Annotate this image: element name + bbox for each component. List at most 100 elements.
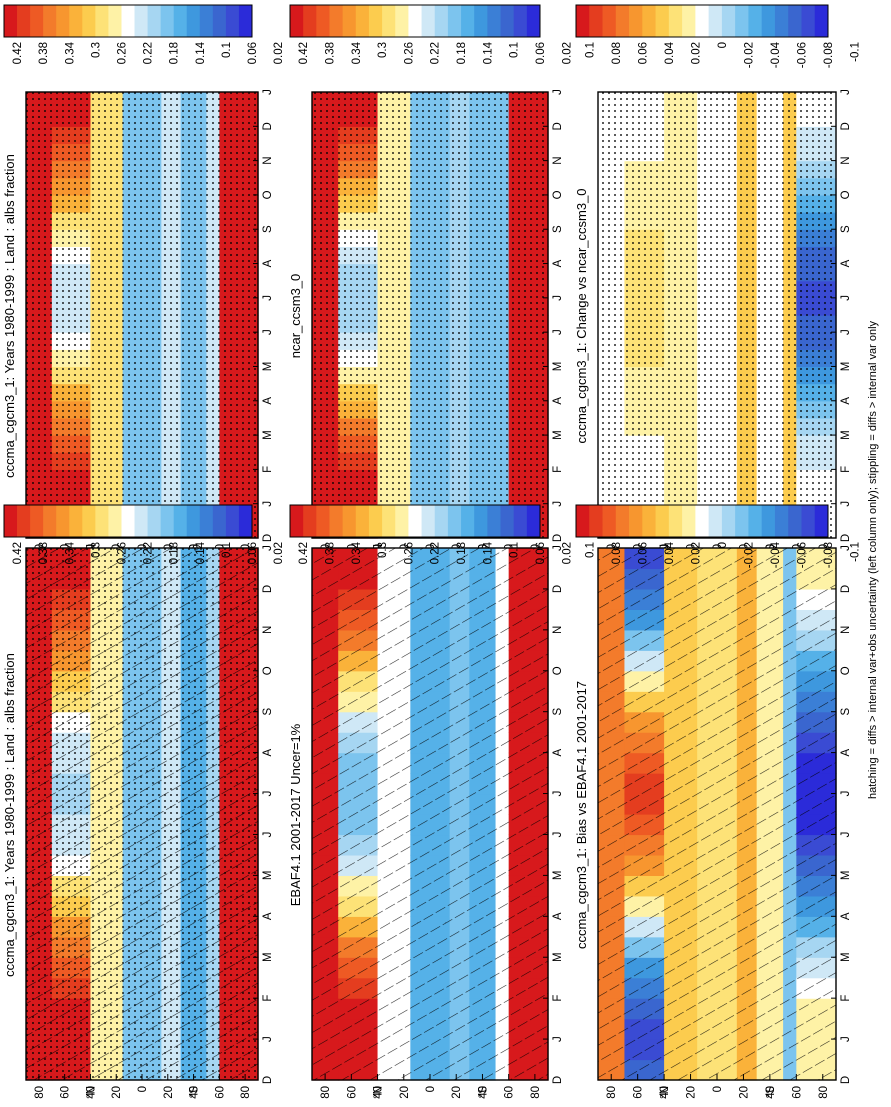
colorbar-swatch (788, 5, 802, 37)
month-tick-label: D (552, 585, 564, 593)
lat-unit-south: °S (189, 1086, 201, 1099)
colorbar-label: 0.38 (38, 42, 50, 64)
colorbar-label: 0.3 (90, 542, 102, 558)
colorbar-swatch (434, 5, 449, 37)
colorbar-swatch (82, 5, 96, 37)
colorbar-swatch (30, 505, 44, 537)
colorbar-swatch (121, 505, 135, 537)
month-tick-label: D (840, 1076, 852, 1084)
month-tick-label: A (840, 912, 852, 920)
colorbar-label: -0.02 (743, 542, 755, 568)
stippling-overlay (312, 92, 548, 538)
colorbar-label: 0.1 (509, 542, 521, 558)
colorbar-swatch (474, 505, 488, 537)
colorbar-swatch (487, 505, 501, 537)
colorbar-swatch (408, 505, 422, 537)
colorbar-label: 0.22 (430, 42, 442, 64)
colorbar-label: 0.18 (169, 42, 181, 64)
month-tick-label: J (840, 1036, 852, 1042)
hatching-overlay (312, 548, 548, 1080)
colorbar-swatch (238, 5, 253, 37)
colorbar-label: -0.04 (770, 541, 782, 568)
colorbar-swatch (814, 5, 829, 37)
colorbar-swatch (225, 5, 240, 37)
colorbar: 0.42 0.38 0.34 0.3 0.26 0.22 0.18 0.14 0.1 0.06 0.… (3, 504, 285, 564)
month-tick-label: M (262, 871, 274, 881)
colorbar-swatch (615, 5, 630, 37)
colorbar-label: 0.22 (143, 542, 155, 564)
month-tick-label: S (552, 225, 564, 233)
colorbar-swatch (212, 5, 227, 37)
lat-tick-label: 40 (85, 1086, 97, 1099)
lat-unit-north: °N (659, 1086, 671, 1099)
panel-title: cccma_cgcm3_1: Bias vs EBAF4.1 2001-2017 (574, 681, 589, 949)
colorbar-swatch (589, 505, 603, 537)
colorbar-swatch (303, 505, 317, 537)
panel-title: cccma_cgcm3_1: Years 1980-1999 : Land : … (2, 653, 17, 977)
colorbar-label: -0.06 (796, 42, 808, 68)
lat-tick-label: 80 (530, 1086, 542, 1099)
colorbar-swatch (147, 505, 162, 537)
month-tick-label: J (552, 329, 564, 335)
colorbar-swatch (95, 505, 109, 537)
panel-p1: 80 60 40 20 0 20 40 60 80°N °SDJFMAMJJASONDJcccma… (2, 504, 285, 1099)
colorbar-swatch (108, 505, 122, 537)
colorbar-frame (289, 504, 541, 538)
lat-tick-label: 20 (399, 1086, 411, 1099)
month-tick-label: N (552, 156, 564, 164)
month-tick-label: D (840, 585, 852, 593)
month-tick-label: A (262, 748, 274, 756)
month-tick-label: M (552, 430, 564, 440)
colorbar-swatch (474, 5, 488, 37)
colorbar-label: 0.42 (298, 42, 310, 64)
colorbar-swatch (4, 5, 18, 37)
month-tick-label: O (262, 190, 274, 199)
month-tick-label: M (262, 952, 274, 962)
panel-p4: 80604020020406080°N°SDJFMAMJJASONDJncar_… (288, 4, 573, 557)
month-tick-label: F (552, 466, 564, 473)
panel-p2: 80604020020406080°N°SDJFMAMJJASONDJcccma… (2, 4, 285, 557)
colorbar-label: 0.14 (195, 541, 207, 564)
lat-tick-label: 20 (111, 1086, 123, 1099)
lat-unit-south: °S (477, 1086, 489, 1099)
month-tick-label: A (552, 912, 564, 920)
month-tick-label: D (552, 534, 564, 542)
colorbar-swatch (342, 505, 357, 537)
month-tick-label: J (262, 329, 274, 335)
colorbar-swatch (602, 505, 617, 537)
month-tick-label: O (552, 190, 564, 199)
month-tick-label: D (552, 1076, 564, 1084)
colorbar-label: 0.3 (377, 42, 389, 58)
colorbar-swatch (682, 5, 696, 37)
colorbar-swatch (735, 505, 749, 537)
lat-tick-label: 0 (425, 544, 437, 550)
month-tick-label: D (552, 122, 564, 130)
colorbar-swatch (121, 5, 135, 37)
colorbar-swatch (721, 505, 736, 537)
month-tick-label: F (552, 995, 564, 1002)
colorbar-swatch (316, 5, 330, 37)
month-tick-label: M (840, 362, 852, 372)
panel-title: cccma_cgcm3_1: Change vs ncar_ccsm3_0 (574, 188, 589, 443)
lat-tick-label: 0 (137, 544, 149, 550)
colorbar-label: 0.22 (430, 542, 442, 564)
colorbar-swatch (368, 5, 383, 37)
month-tick-label: A (262, 397, 274, 405)
lat-tick-label: 40 (765, 1086, 777, 1099)
month-tick-label: M (552, 952, 564, 962)
colorbar-swatch (329, 5, 344, 37)
colorbar-swatch (421, 505, 436, 537)
month-tick-label: M (262, 362, 274, 372)
colorbar-swatch (615, 505, 630, 537)
colorbar-swatch (43, 5, 57, 37)
lat-unit-north: °N (85, 1086, 97, 1099)
month-tick-label: M (262, 430, 274, 440)
colorbar-label: 0.18 (169, 542, 181, 564)
footnote: hatching = diffs > internal var+obs unce… (867, 320, 879, 799)
panel-title: cccma_cgcm3_1: Years 1980-1999 : Land : … (2, 154, 17, 478)
month-tick-label: O (262, 666, 274, 675)
colorbar-label: 0.3 (90, 42, 102, 58)
colorbar-swatch (708, 505, 723, 537)
colorbar-swatch (56, 5, 70, 37)
colorbar-swatch (695, 505, 710, 537)
